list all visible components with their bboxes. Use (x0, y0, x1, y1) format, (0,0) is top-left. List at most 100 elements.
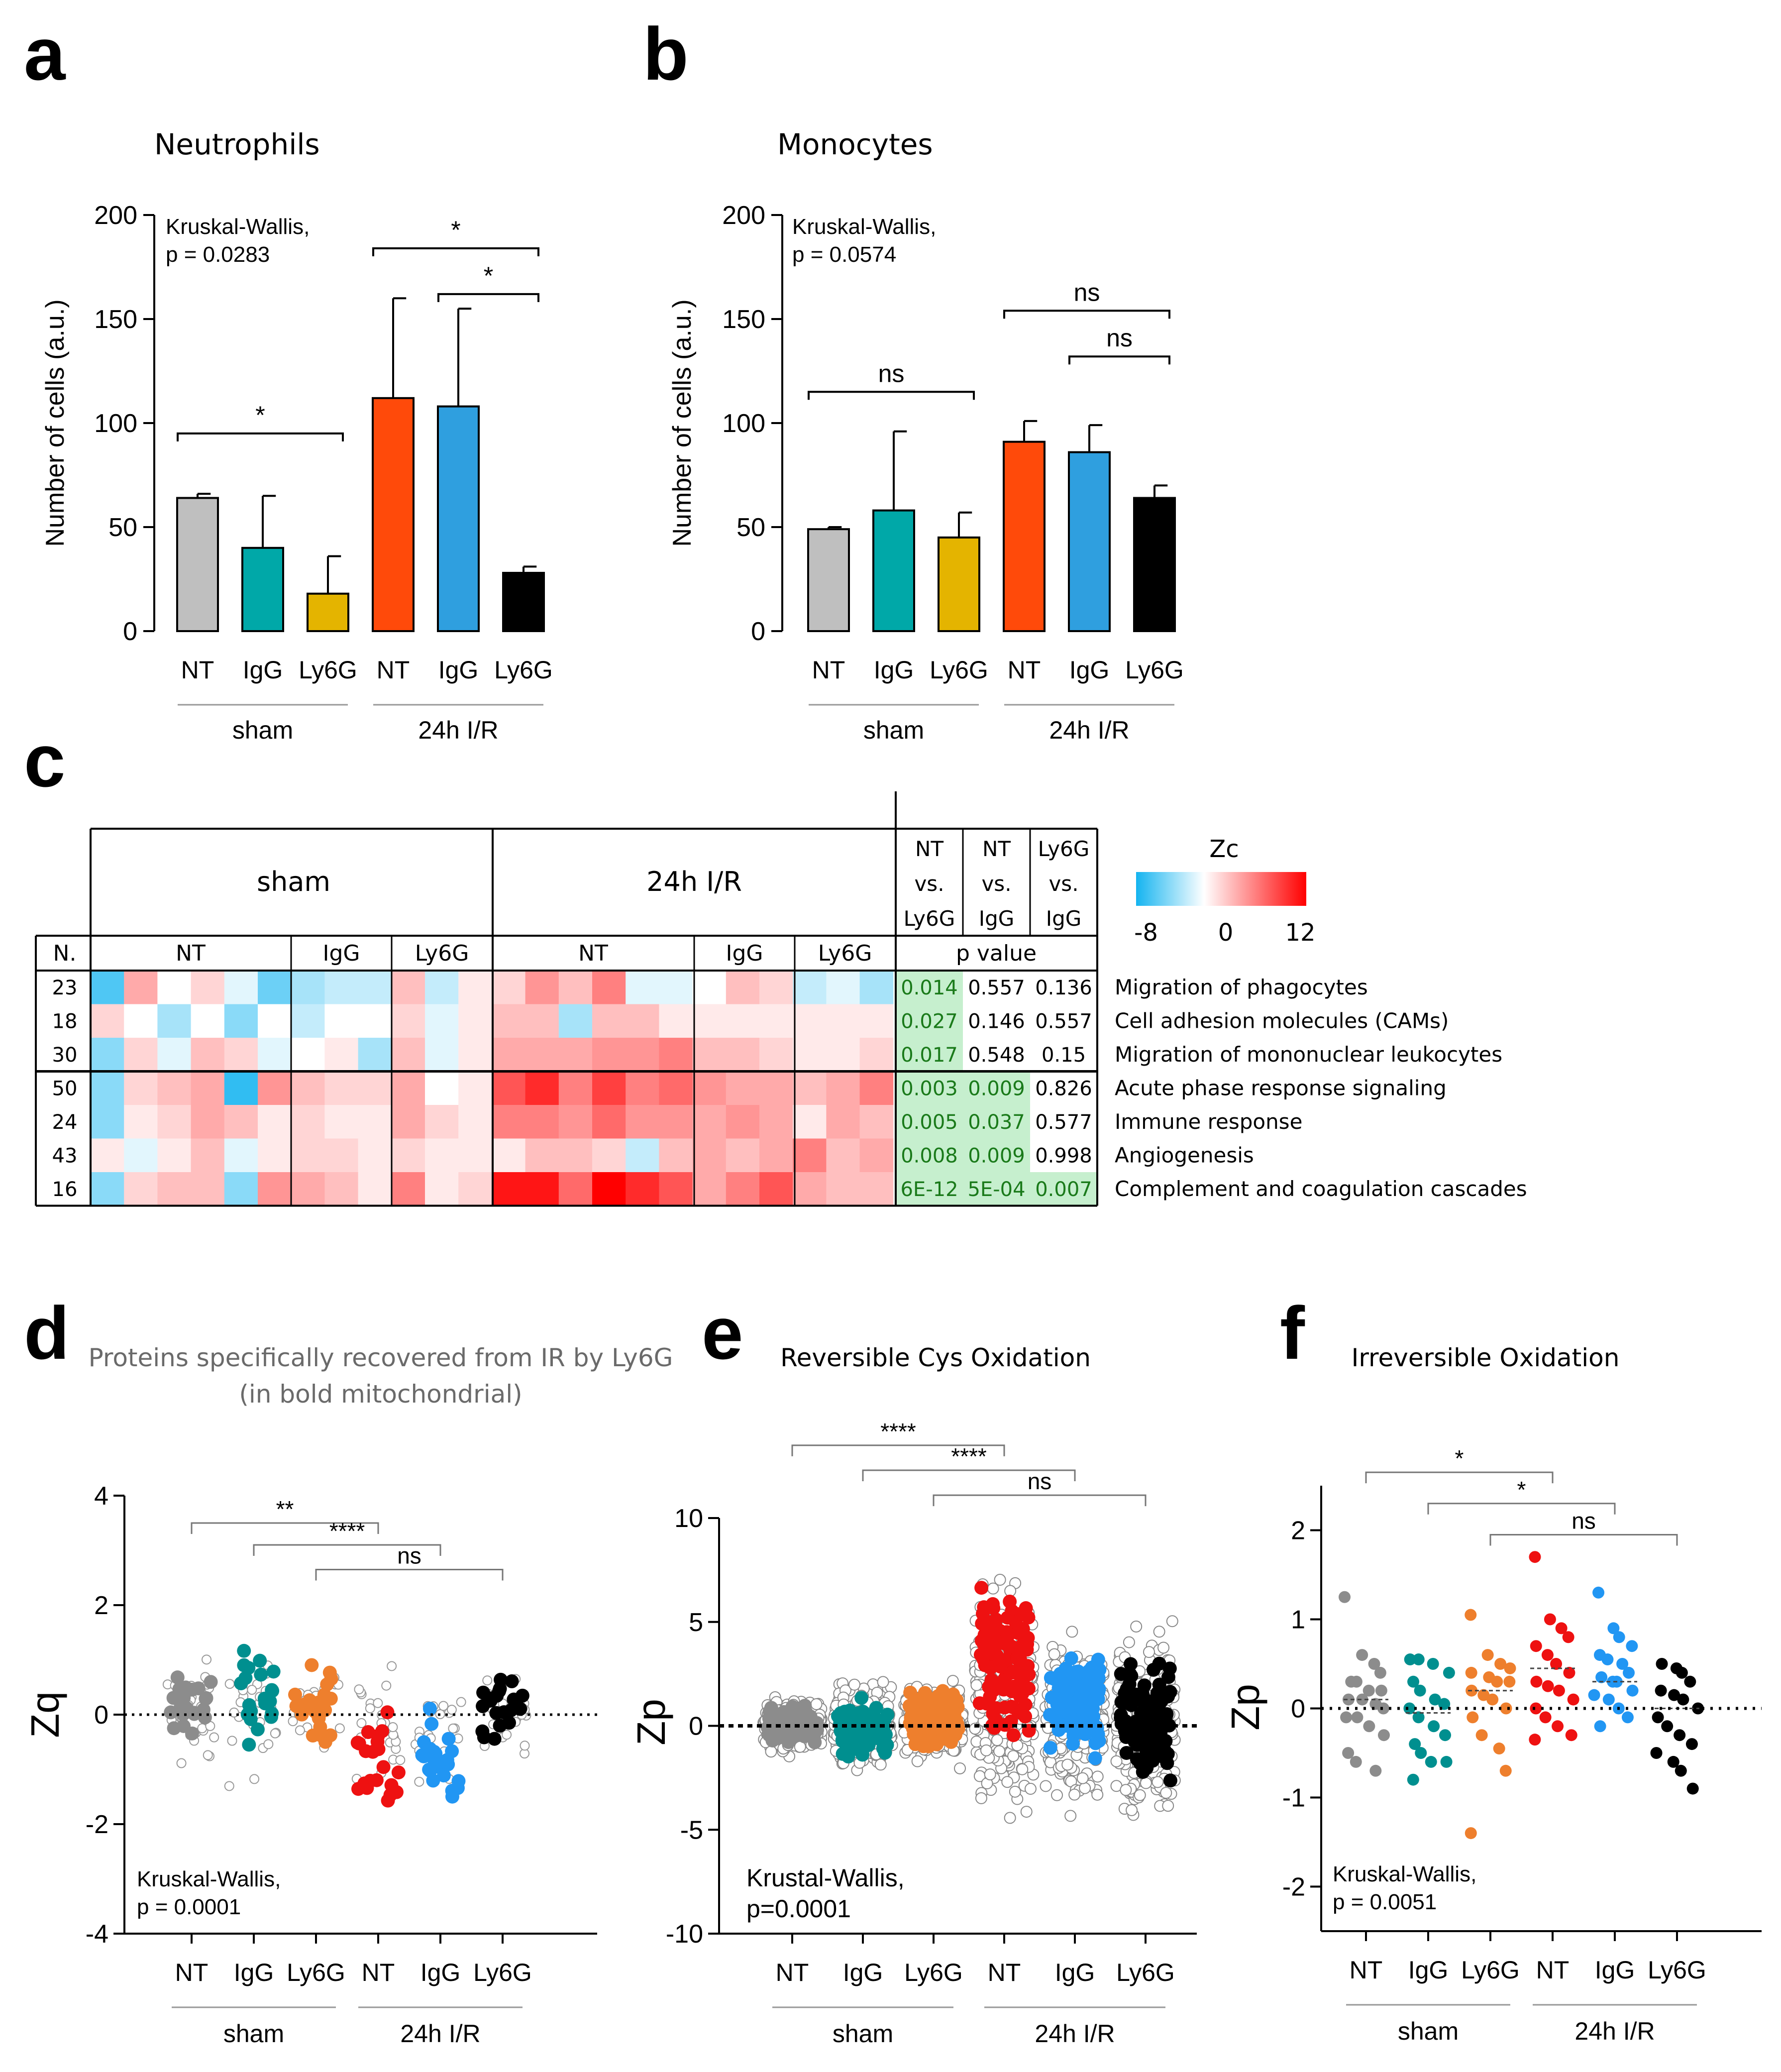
heatmap-cell (124, 1071, 158, 1105)
data-point-background (911, 1755, 924, 1767)
data-point (1650, 1747, 1663, 1759)
data-point (1565, 1729, 1577, 1742)
significance-bracket (437, 293, 539, 302)
data-point (850, 1740, 865, 1754)
data-point (1160, 1689, 1174, 1704)
heatmap-cell (859, 1138, 894, 1173)
heatmap-cell (793, 1172, 827, 1206)
group-label: sham (232, 716, 293, 744)
data-point (938, 1696, 952, 1711)
heatmap-cell (191, 971, 225, 1004)
data-point (1057, 1719, 1072, 1733)
x-tick-label: NT (181, 656, 214, 684)
heatmap-cell (692, 1138, 727, 1173)
data-point-background (1166, 1615, 1178, 1628)
heatmap-cell (759, 1105, 793, 1139)
data-point-background (288, 1716, 298, 1727)
data-point (1428, 1720, 1440, 1733)
y-tick-label: 0 (689, 1712, 703, 1741)
heatmap-cell (224, 1172, 258, 1206)
data-point (167, 1721, 181, 1736)
data-point (1012, 1649, 1027, 1664)
heatmap-cell (391, 1038, 425, 1072)
data-point (1552, 1720, 1564, 1733)
data-point (253, 1653, 267, 1668)
pvalue-highlight (963, 1172, 1030, 1206)
significance-bracket (1068, 355, 1170, 365)
data-point (1530, 1640, 1542, 1652)
data-point-background (946, 1675, 959, 1687)
data-point (1377, 1702, 1389, 1715)
pathway-label: Migration of phagocytes (1115, 975, 1368, 999)
pvalue-text: 0.557 (968, 977, 1025, 999)
data-point (1407, 1773, 1419, 1786)
heatmap-cell (626, 1105, 659, 1139)
heatmap-cell (291, 971, 325, 1004)
data-point (1530, 1702, 1542, 1715)
data-point (1541, 1649, 1554, 1661)
x-tick-label: Ly6G (287, 1959, 345, 1986)
data-point (1152, 1656, 1166, 1671)
significance-label: * (1455, 1445, 1464, 1471)
data-point (832, 1710, 846, 1725)
heatmap-cell (291, 1138, 325, 1173)
data-point (1006, 1728, 1021, 1743)
heatmap-cell (793, 971, 827, 1004)
data-point-background (1134, 1789, 1146, 1801)
data-point (1161, 1670, 1175, 1684)
data-point-background (970, 1679, 983, 1691)
heatmap-cell (458, 1004, 492, 1038)
bar (307, 592, 349, 633)
x-tick-label: Ly6G (494, 656, 553, 684)
data-point (1427, 1658, 1439, 1670)
heatmap-cell (592, 971, 626, 1004)
pvalue-text: 5E-04 (967, 1178, 1025, 1201)
significance-label: ns (878, 359, 905, 387)
data-point (989, 1713, 1003, 1727)
data-point-background (247, 1685, 257, 1695)
data-point (1465, 1666, 1477, 1679)
significance-label: ns (1106, 324, 1133, 352)
data-point (1377, 1729, 1390, 1742)
heatmap-cell (492, 1004, 526, 1038)
data-point (1139, 1746, 1153, 1761)
y-tick-label: -2 (1282, 1873, 1305, 1902)
colorbar-tick-label: 0 (1218, 919, 1234, 947)
heatmap-cell (458, 971, 492, 1004)
heatmap-cell (258, 1172, 292, 1206)
x-tick-label: NT (1350, 1956, 1383, 1984)
data-point (1529, 1551, 1541, 1563)
heatmap-cell (324, 1105, 359, 1139)
row-n-label: 30 (52, 1044, 78, 1067)
data-point-background (1162, 1800, 1174, 1812)
subgroup-header: IgG (726, 941, 763, 966)
data-point (257, 1691, 272, 1706)
heatmap-cell (558, 1105, 593, 1139)
data-point (1592, 1586, 1605, 1599)
pvalue-highlight (896, 1038, 963, 1072)
group-header: sham (257, 866, 330, 897)
data-point-background (202, 1654, 212, 1665)
heatmap-cell (592, 1038, 626, 1072)
data-point-background (295, 1725, 305, 1736)
data-point (204, 1675, 218, 1689)
heatmap-cell (258, 1038, 292, 1072)
pvalue-text: 0.009 (968, 1145, 1025, 1168)
data-point (974, 1581, 989, 1595)
data-point (986, 1597, 1000, 1611)
heatmap-cell (859, 1038, 894, 1072)
heatmap-cell (391, 971, 425, 1004)
data-point-background (354, 1684, 364, 1695)
heatmap-cell (525, 1138, 559, 1173)
data-point (1588, 1689, 1600, 1701)
y-tick-label: 50 (736, 513, 765, 542)
data-point (980, 1624, 994, 1638)
data-point-background (387, 1661, 397, 1671)
heatmap-cell (425, 971, 459, 1004)
y-tick-label: -10 (666, 1920, 703, 1949)
data-point (1626, 1640, 1638, 1652)
heatmap-cell (91, 1138, 124, 1173)
y-axis-label: Number of cells (a.u.) (668, 299, 697, 546)
heatmap-cell (91, 1004, 124, 1038)
pathway-label: Complement and coagulation cascades (1115, 1177, 1527, 1201)
